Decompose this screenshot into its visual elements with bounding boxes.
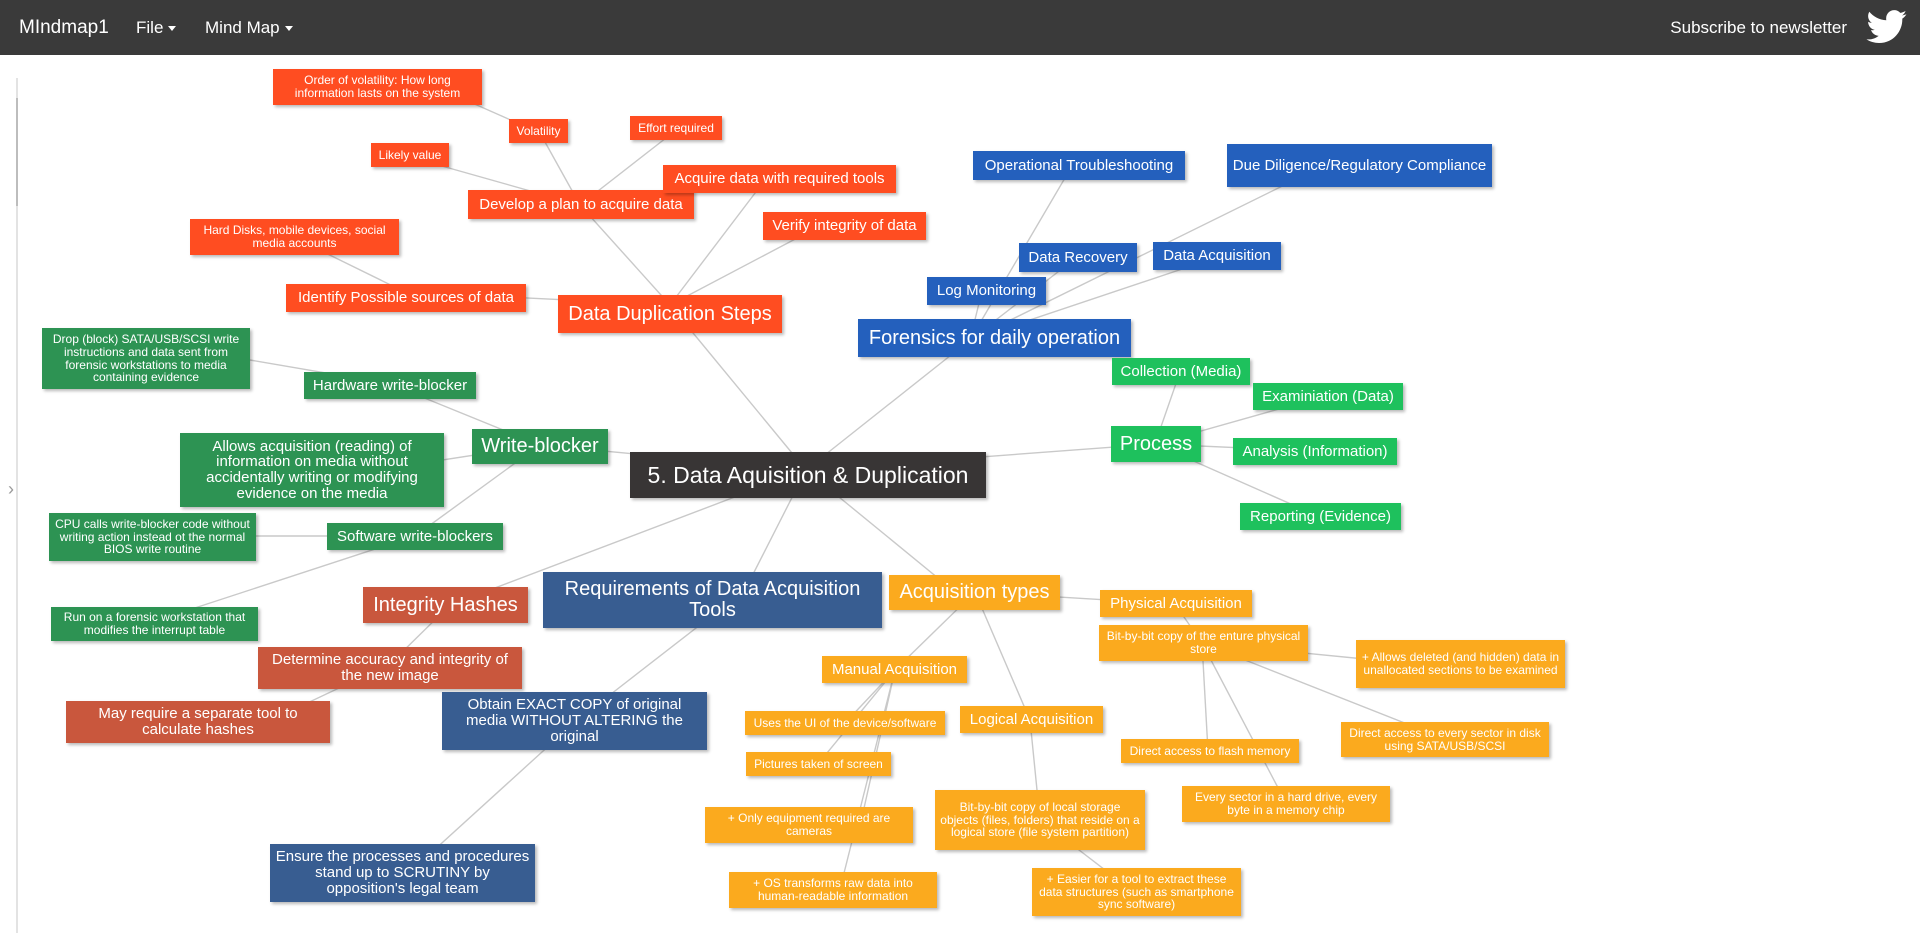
mindmap-menu[interactable]: Mind Map <box>205 0 293 55</box>
determine-accuracy-node[interactable]: Determine accuracy and integrity of the … <box>258 647 522 689</box>
requirements-node[interactable]: Requirements of Data Acquisition Tools <box>543 572 882 628</box>
caret-down-icon <box>284 26 293 32</box>
identify-sources-node[interactable]: Identify Possible sources of data <box>286 284 526 312</box>
logical-detail-node[interactable]: Bit-by-bit copy of local storage objects… <box>935 790 1145 850</box>
write-blocker-node[interactable]: Write-blocker <box>472 429 608 464</box>
volatility-node[interactable]: Volatility <box>509 119 568 143</box>
likely-value-node[interactable]: Likely value <box>371 143 449 167</box>
file-menu-label: File <box>136 18 164 37</box>
operational-troubleshooting-node[interactable]: Operational Troubleshooting <box>973 151 1185 180</box>
top-navbar: MIndmap1 File Mind Map Subscribe to news… <box>0 0 1920 55</box>
app-brand[interactable]: MIndmap1 <box>19 17 109 38</box>
hardware-write-blocker-detail-node[interactable]: Drop (block) SATA/USB/SCSI write instruc… <box>42 328 250 389</box>
caret-down-icon <box>168 26 177 32</box>
log-monitoring-node[interactable]: Log Monitoring <box>927 277 1046 305</box>
acquisition-types-node[interactable]: Acquisition types <box>889 575 1060 610</box>
manual-acquisition-node[interactable]: Manual Acquisition <box>822 656 967 683</box>
verify-integrity-node[interactable]: Verify integrity of data <box>763 212 926 240</box>
chevron-right-icon[interactable]: › <box>8 479 14 499</box>
manual-pictures-node[interactable]: Pictures taken of screen <box>746 752 891 776</box>
integrity-hashes-node[interactable]: Integrity Hashes <box>363 587 528 623</box>
effort-required-node[interactable]: Effort required <box>630 116 722 140</box>
subscribe-newsletter-link[interactable]: Subscribe to newsletter <box>1670 18 1847 37</box>
volatility-detail-node[interactable]: Order of volatility: How long informatio… <box>273 69 482 105</box>
data-recovery-node[interactable]: Data Recovery <box>1019 243 1137 272</box>
physical-acquisition-node[interactable]: Physical Acquisition <box>1100 590 1252 617</box>
left-scroll-rail[interactable] <box>16 78 18 933</box>
manual-ui-node[interactable]: Uses the UI of the device/software <box>745 711 945 735</box>
develop-plan-node[interactable]: Develop a plan to acquire data <box>468 190 694 219</box>
acquire-data-node[interactable]: Acquire data with required tools <box>663 165 896 193</box>
hardware-write-blocker-node[interactable]: Hardware write-blocker <box>304 372 476 399</box>
examination-data-node[interactable]: Examiniation (Data) <box>1253 383 1403 410</box>
forensic-workstation-node[interactable]: Run on a forensic workstation that modif… <box>51 607 258 641</box>
reporting-evidence-node[interactable]: Reporting (Evidence) <box>1240 503 1401 530</box>
forensics-daily-operation-node[interactable]: Forensics for daily operation <box>858 319 1131 357</box>
identify-sources-detail-node[interactable]: Hard Disks, mobile devices, social media… <box>190 219 399 255</box>
scrutiny-node[interactable]: Ensure the processes and procedures stan… <box>270 844 535 902</box>
due-diligence-node[interactable]: Due Diligence/Regulatory Compliance <box>1227 144 1492 187</box>
data-acquisition-node[interactable]: Data Acquisition <box>1153 242 1281 270</box>
manual-cameras-node[interactable]: + Only equipment required are cameras <box>705 807 913 843</box>
every-sector-node[interactable]: Every sector in a hard drive, every byte… <box>1182 786 1390 822</box>
collection-media-node[interactable]: Collection (Media) <box>1112 358 1250 385</box>
mindmap-menu-label: Mind Map <box>205 18 280 37</box>
manual-os-node[interactable]: + OS transforms raw data into human-read… <box>729 872 937 908</box>
software-write-blockers-node[interactable]: Software write-blockers <box>327 523 503 550</box>
flash-access-node[interactable]: Direct access to flash memory <box>1121 739 1299 763</box>
twitter-bird-icon[interactable] <box>1866 10 1908 44</box>
separate-tool-node[interactable]: May require a separate tool to calculate… <box>66 701 330 743</box>
sector-access-node[interactable]: Direct access to every sector in disk us… <box>1341 722 1549 757</box>
root-node[interactable]: 5. Data Aquisition & Duplication <box>630 452 986 498</box>
analysis-information-node[interactable]: Analysis (Information) <box>1233 438 1397 465</box>
physical-detail-node[interactable]: Bit-by-bit copy of the enture physical s… <box>1099 625 1308 661</box>
logical-easier-node[interactable]: + Easier for a tool to extract these dat… <box>1032 868 1241 916</box>
data-duplication-steps-node[interactable]: Data Duplication Steps <box>558 295 782 333</box>
allows-acquisition-node[interactable]: Allows acquisition (reading) of informat… <box>180 433 444 507</box>
software-write-blocker-detail-node[interactable]: CPU calls write-blocker code without wri… <box>49 513 256 561</box>
left-scroll-thumb[interactable] <box>16 98 18 206</box>
physical-deleted-data-node[interactable]: + Allows deleted (and hidden) data in un… <box>1356 640 1565 688</box>
file-menu[interactable]: File <box>136 0 177 55</box>
process-node[interactable]: Process <box>1111 426 1201 462</box>
logical-acquisition-node[interactable]: Logical Acquisition <box>960 706 1103 733</box>
exact-copy-node[interactable]: Obtain EXACT COPY of original media WITH… <box>442 692 707 750</box>
